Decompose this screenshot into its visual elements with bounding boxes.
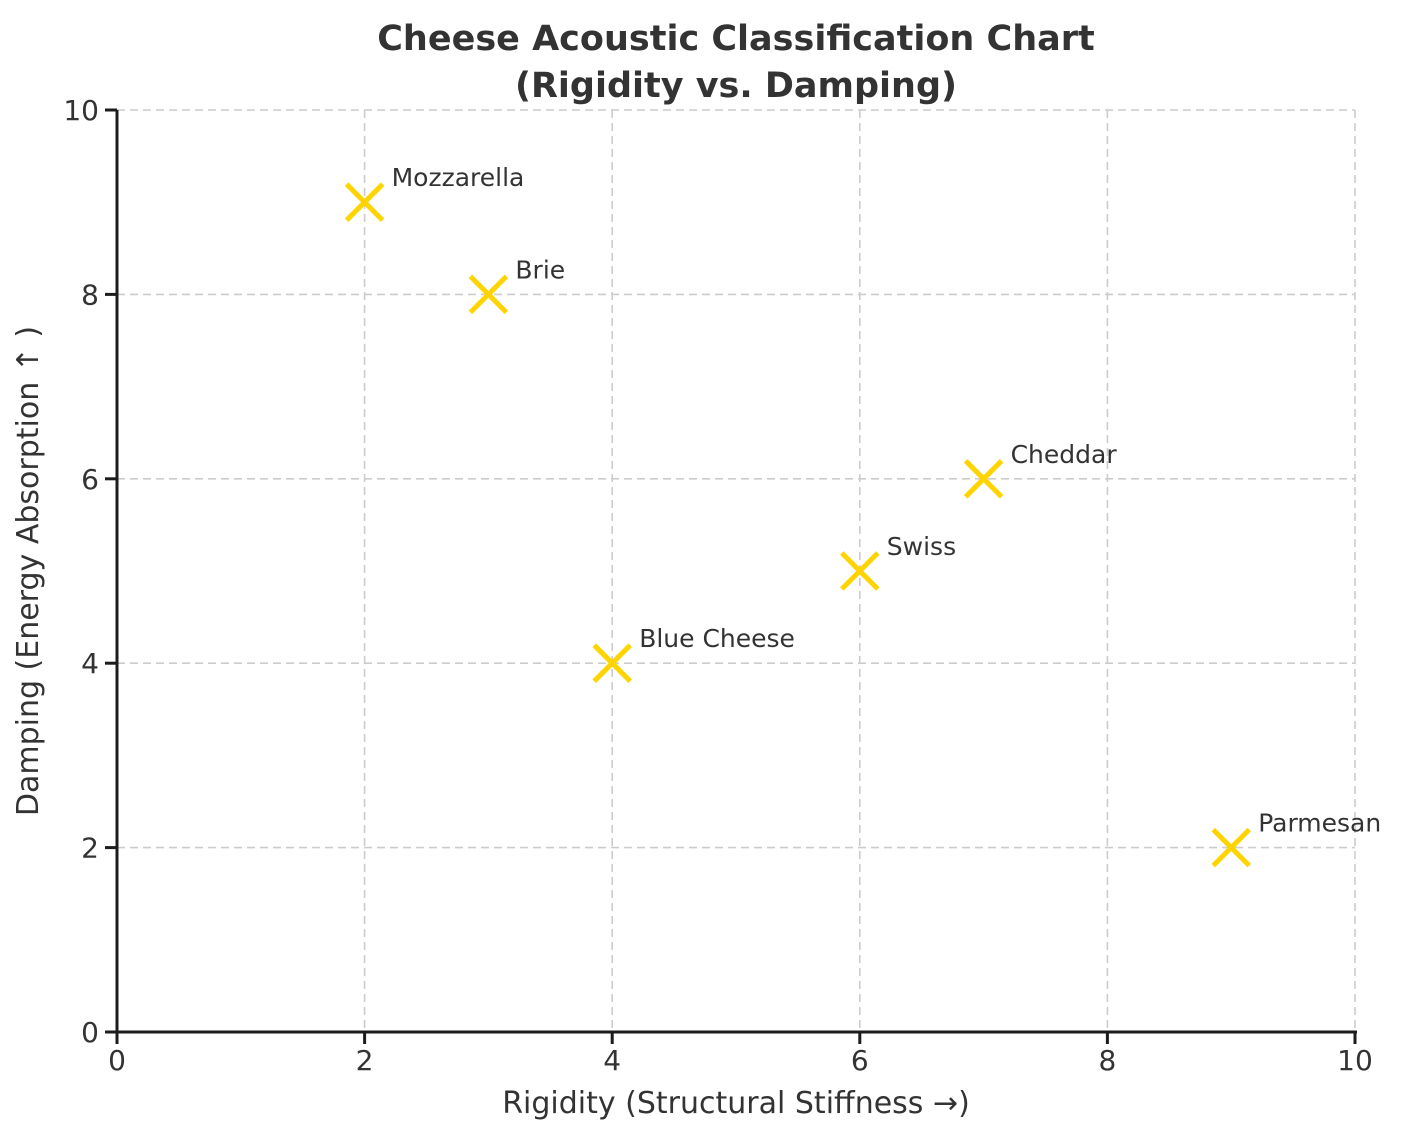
x-tick-label-10: 10 <box>1337 1044 1373 1077</box>
point-label-brie: Brie <box>515 255 565 284</box>
data-point-mozzarella <box>344 182 385 222</box>
x-tick-label-0: 0 <box>108 1044 126 1077</box>
chart-title: Cheese Acoustic Classification Chart (Rig… <box>377 19 1094 106</box>
x-tick-label-6: 6 <box>851 1044 869 1077</box>
y-tick-label-4: 4 <box>81 647 99 680</box>
point-label-cheddar: Cheddar <box>1011 440 1118 469</box>
marker-x-stroke <box>840 551 880 591</box>
data-point-swiss <box>840 551 880 591</box>
chart-title-line-1: Cheese Acoustic Classification Chart <box>377 19 1094 59</box>
data-point-blue-cheese <box>592 643 632 683</box>
grid-layer <box>116 109 1356 1033</box>
point-label-mozzarella: Mozzarella <box>392 163 525 192</box>
x-axis-label: Rigidity (Structural Stiffness →) <box>502 1086 970 1121</box>
point-label-blue-cheese: Blue Cheese <box>639 624 795 653</box>
marker-x-stroke <box>592 643 632 683</box>
point-label-swiss: Swiss <box>887 532 956 561</box>
y-tick-label-8: 8 <box>81 278 99 311</box>
data-point-parmesan <box>1211 827 1251 868</box>
marker-x-stroke <box>963 459 1004 499</box>
marker-x-stroke <box>468 274 509 315</box>
axes-layer: 0 2 4 6 8 10 0 2 4 6 8 10 <box>63 94 1372 1077</box>
x-tick-label-4: 4 <box>603 1044 621 1077</box>
y-tick-label-10: 10 <box>63 94 99 127</box>
x-tick-label-8: 8 <box>1098 1044 1116 1077</box>
y-tick-label-0: 0 <box>81 1016 99 1049</box>
y-tick-label-2: 2 <box>81 832 99 865</box>
point-label-parmesan: Parmesan <box>1258 809 1381 838</box>
y-axis-label: Damping (Energy Absorption ↑ ) <box>11 326 46 816</box>
marker-x-stroke <box>344 182 385 222</box>
chart-title-line-2: (Rigidity vs. Damping) <box>515 66 957 106</box>
data-point-brie <box>468 274 509 315</box>
data-point-cheddar <box>963 459 1004 499</box>
x-tick-label-2: 2 <box>356 1044 374 1077</box>
y-tick-label-6: 6 <box>81 463 99 496</box>
points-layer: Mozzarella Brie Blue Cheese Swiss Cheddar Par… <box>344 163 1381 868</box>
marker-x-stroke <box>1211 827 1251 868</box>
